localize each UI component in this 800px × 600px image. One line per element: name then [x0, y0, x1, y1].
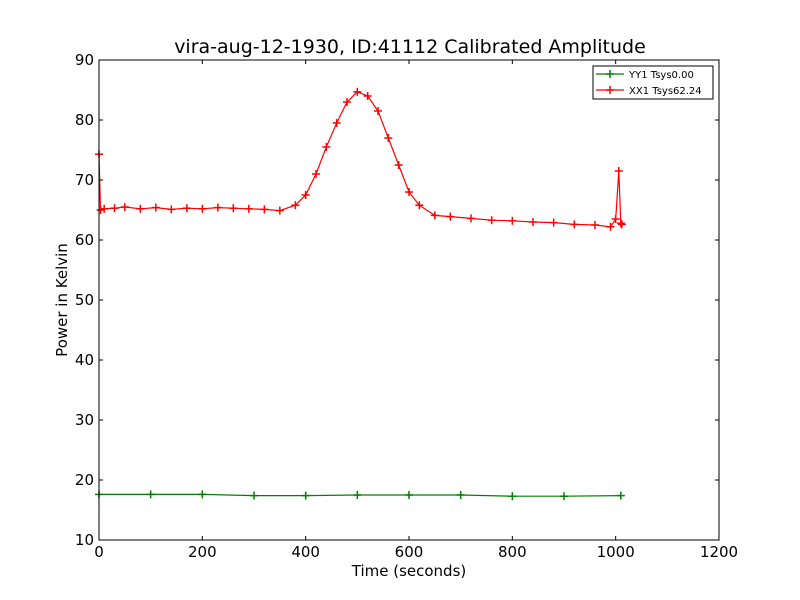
data-point	[151, 203, 160, 212]
data-point	[529, 218, 537, 226]
legend-label: XX1 Tsys62.24	[629, 86, 702, 97]
y-tick-label: 50	[75, 291, 94, 309]
y-tick-label: 10	[75, 531, 94, 549]
data-point	[394, 161, 403, 169]
data-point	[332, 119, 341, 127]
data-point	[405, 188, 413, 196]
legend: YY1 Tsys0.00 XX1 Tsys62.24	[592, 65, 714, 100]
data-point	[374, 107, 382, 115]
legend-box	[592, 65, 714, 100]
data-point	[363, 92, 372, 100]
data-point	[250, 491, 258, 500]
legend-entry: XX1 Tsys62.24	[596, 86, 702, 97]
x-axis-label: Time (seconds)	[351, 562, 467, 580]
data-point	[260, 205, 269, 214]
x-tick-label: 600	[395, 543, 424, 561]
data-point	[570, 220, 579, 229]
data-point	[617, 220, 626, 229]
data-point	[616, 219, 625, 228]
data-point	[182, 204, 191, 213]
data-point	[353, 491, 362, 499]
data-point	[614, 167, 623, 175]
y-tick-label: 20	[75, 471, 94, 489]
data-point	[244, 204, 253, 213]
data-point	[322, 143, 331, 151]
series-layer	[95, 87, 626, 501]
x-tick-label: 1200	[700, 543, 738, 561]
plot-area	[99, 60, 719, 540]
data-point	[198, 490, 207, 499]
data-point	[198, 204, 207, 213]
y-tick-label: 80	[75, 111, 94, 129]
data-point	[446, 212, 455, 221]
data-point	[611, 215, 620, 223]
tick-layer: 0 200 400 600 800 1000 1200 10 20 30 40 50 60 70 80 90	[75, 51, 738, 561]
data-point	[110, 204, 119, 213]
x-tick-label: 1000	[597, 543, 635, 561]
data-point	[487, 216, 496, 225]
data-point	[291, 201, 300, 210]
data-point	[508, 216, 517, 225]
data-point	[353, 87, 362, 96]
data-point	[430, 211, 439, 220]
data-point	[405, 491, 413, 499]
data-point	[456, 491, 465, 499]
data-point	[275, 206, 284, 215]
data-point	[467, 214, 475, 223]
x-tick-label: 800	[498, 543, 527, 561]
data-point	[616, 491, 625, 500]
legend-label: YY1 Tsys0.00	[628, 70, 694, 81]
data-point	[301, 191, 310, 199]
data-point	[301, 491, 310, 500]
data-point	[213, 203, 222, 212]
x-tick-label: 200	[188, 543, 217, 561]
data-point	[343, 98, 351, 106]
y-axis-label: Power in Kelvin	[53, 243, 71, 357]
data-point	[560, 492, 568, 501]
y-tick-label: 40	[75, 351, 94, 369]
y-tick-label: 60	[75, 231, 94, 249]
data-point	[384, 134, 393, 142]
x-tick-label: 400	[291, 543, 320, 561]
y-tick-label: 70	[75, 171, 94, 189]
plot-frame	[98, 59, 720, 541]
data-point	[120, 203, 129, 211]
data-point	[136, 204, 145, 213]
data-point	[591, 221, 599, 229]
data-point	[146, 490, 155, 499]
data-point	[549, 218, 558, 227]
x-tick-label: 0	[94, 543, 104, 561]
data-point	[96, 206, 105, 214]
data-point	[167, 205, 176, 214]
data-point	[229, 204, 238, 213]
y-tick-label: 30	[75, 411, 94, 429]
data-point	[508, 492, 517, 501]
data-point	[606, 222, 615, 231]
data-point	[100, 204, 109, 213]
y-tick-label: 90	[75, 51, 94, 69]
chart-title: vira-aug-12-1930, ID:41112 Calibrated Am…	[174, 36, 646, 58]
data-point	[415, 201, 424, 210]
legend-entry: YY1 Tsys0.00	[596, 70, 694, 81]
data-point	[312, 170, 320, 178]
